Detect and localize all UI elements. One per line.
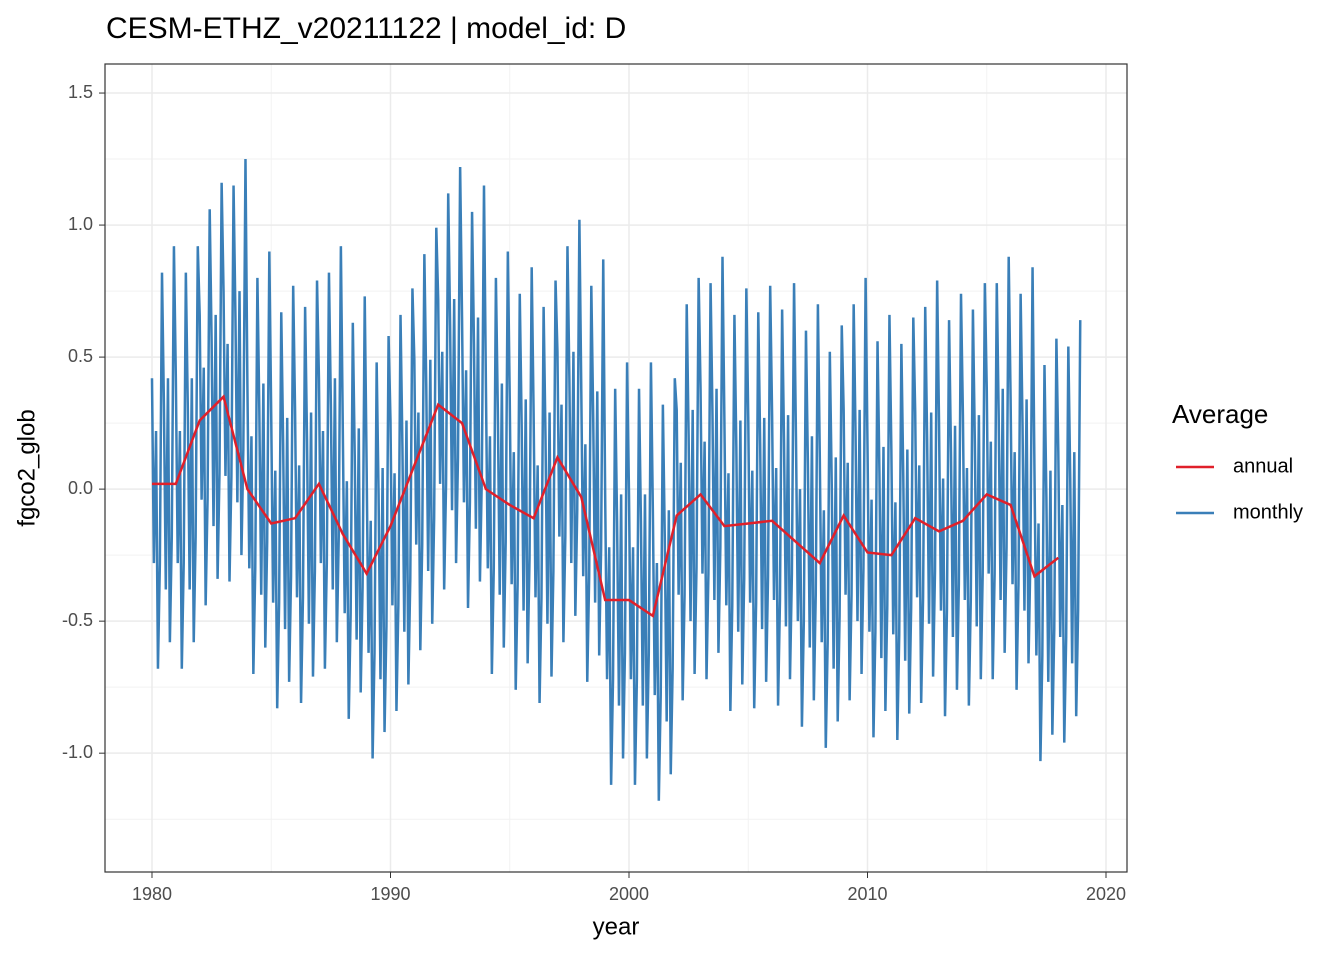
x-axis-label: year xyxy=(593,913,640,940)
y-tick-label: 0.0 xyxy=(68,478,93,498)
y-tick-label: -0.5 xyxy=(62,610,93,630)
plot-border xyxy=(104,63,1128,873)
y-tick-label: 0.5 xyxy=(68,346,93,366)
x-tick-label: 1990 xyxy=(370,884,410,904)
x-tick-label: 2020 xyxy=(1086,884,1126,904)
legend-title: Average xyxy=(1172,399,1268,429)
series-line xyxy=(150,159,1082,801)
y-tick-label: -1.0 xyxy=(62,742,93,762)
legend-label: monthly xyxy=(1233,501,1303,523)
y-axis-label: fgco2_glob xyxy=(13,409,40,526)
x-tick-label: 2010 xyxy=(847,884,887,904)
x-tick-label: 1980 xyxy=(132,884,172,904)
y-tick-label: 1.5 xyxy=(68,82,93,102)
x-tick-label: 2000 xyxy=(609,884,649,904)
chart-title: CESM-ETHZ_v20211122 | model_id: D xyxy=(106,12,626,45)
series-line xyxy=(151,394,1060,618)
y-tick-label: 1.0 xyxy=(68,214,93,234)
legend-label: annual xyxy=(1233,455,1293,477)
